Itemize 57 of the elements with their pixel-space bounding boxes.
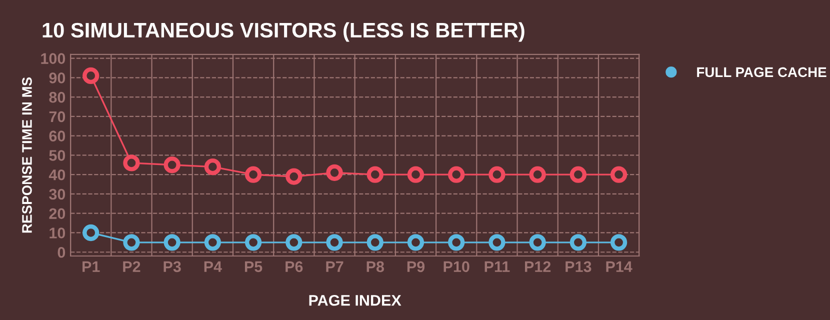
point bbox=[488, 234, 506, 251]
x-tick-label: P5 bbox=[244, 261, 262, 272]
x-tick-label: P14 bbox=[606, 261, 632, 272]
point bbox=[529, 166, 546, 183]
point bbox=[488, 166, 506, 183]
point bbox=[366, 234, 384, 251]
x-tick-label: P12 bbox=[525, 261, 551, 272]
y-tick-label: 20 bbox=[49, 208, 66, 220]
y-tick-label: 80 bbox=[49, 92, 66, 103]
y-tick-label: 10 bbox=[50, 228, 66, 238]
y-tick-label: 100 bbox=[41, 53, 66, 64]
point bbox=[366, 166, 384, 183]
point bbox=[164, 156, 180, 174]
point bbox=[286, 234, 302, 251]
point bbox=[610, 166, 628, 183]
point bbox=[244, 234, 262, 251]
x-tick-label: P9 bbox=[407, 261, 425, 272]
point bbox=[570, 234, 587, 251]
x-tick-label: P10 bbox=[444, 261, 470, 272]
point bbox=[123, 234, 140, 251]
point bbox=[244, 166, 262, 183]
x-tick-label: P4 bbox=[204, 261, 222, 272]
point bbox=[286, 168, 302, 185]
x-tick-label: P2 bbox=[123, 261, 140, 272]
x-tick-label: P7 bbox=[326, 261, 344, 272]
point bbox=[448, 234, 465, 251]
y-tick-label: 0 bbox=[58, 246, 66, 258]
point bbox=[326, 234, 343, 251]
point bbox=[407, 166, 424, 183]
x-tick-label: P11 bbox=[484, 261, 510, 272]
y-axis-title: RESPONSE TIME IN MS bbox=[22, 77, 32, 233]
y-tick-label: 40 bbox=[48, 169, 66, 180]
point bbox=[164, 234, 180, 251]
y-tick-label: 90 bbox=[49, 72, 66, 84]
point bbox=[82, 67, 100, 84]
point bbox=[570, 166, 587, 183]
x-tick-label: P3 bbox=[164, 261, 181, 272]
x-tick-label: P13 bbox=[566, 261, 592, 272]
point bbox=[448, 166, 465, 183]
x-axis-title: PAGE INDEX bbox=[309, 294, 402, 306]
point bbox=[529, 234, 546, 251]
point bbox=[407, 234, 424, 251]
point bbox=[123, 154, 140, 172]
y-tick-label: 30 bbox=[49, 188, 66, 200]
point bbox=[204, 234, 222, 251]
y-tick-label: 50 bbox=[49, 150, 66, 161]
y-tick-label: 70 bbox=[49, 111, 66, 122]
x-tick-label: P6 bbox=[286, 261, 303, 272]
point bbox=[82, 224, 100, 242]
point bbox=[610, 234, 628, 251]
point bbox=[326, 164, 343, 181]
y-tick-label: 60 bbox=[49, 130, 66, 142]
x-tick-label: P8 bbox=[366, 261, 384, 272]
chart-title: 10 SIMULTANEOUS VISITORS (LESS IS BETTER) bbox=[42, 22, 524, 42]
legend-label: FULL PAGE CACHE bbox=[697, 67, 826, 78]
point bbox=[204, 158, 222, 176]
x-tick-label: P1 bbox=[82, 261, 100, 272]
